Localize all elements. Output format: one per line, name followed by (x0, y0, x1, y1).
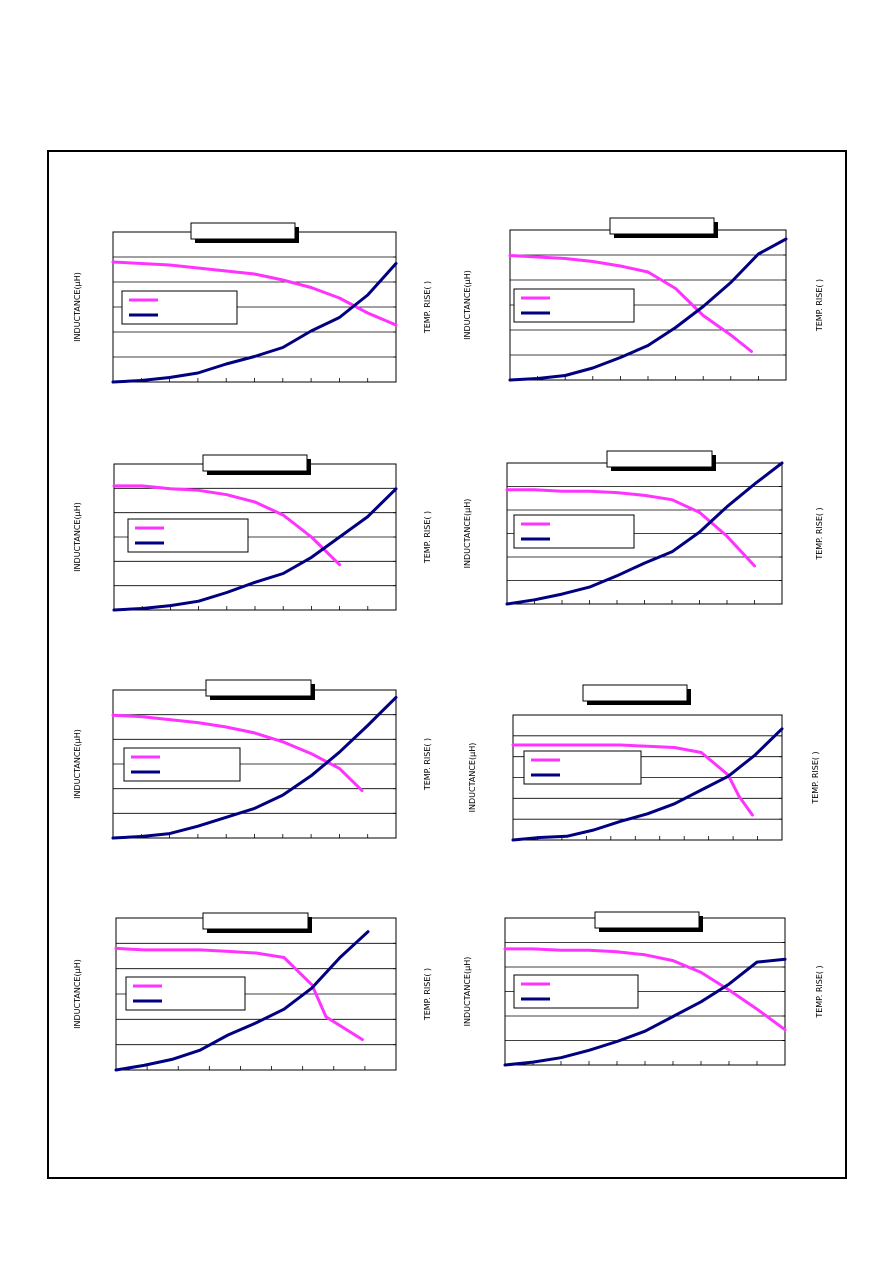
legend-box (513, 514, 635, 549)
y2-axis-label: TEMP. RISE( ) (815, 507, 824, 560)
temp-rise-line (503, 957, 787, 1067)
legend-box (123, 747, 241, 782)
legend-box (513, 288, 635, 323)
inductance-line (112, 484, 342, 567)
inductance-line (508, 254, 753, 353)
chart-1: INDUCTANCE(μH) TEMP. RISE( ) (73, 222, 432, 384)
figure-frame (47, 150, 847, 1179)
y2-axis-label: TEMP. RISE( ) (815, 279, 824, 332)
y-axis-label: INDUCTANCE(μH) (73, 502, 82, 572)
inductance-line (505, 488, 756, 568)
legend-box (125, 976, 246, 1011)
y-axis-label: INDUCTANCE(μH) (73, 729, 82, 799)
title-box (609, 217, 715, 235)
y-axis-label: INDUCTANCE(μH) (73, 959, 82, 1029)
chart-3: INDUCTANCE(μH) TEMP. RISE( ) (73, 454, 432, 612)
chart-6: INDUCTANCE(μH) TEMP. RISE( ) (468, 684, 820, 842)
temp-rise-line (511, 727, 784, 842)
y2-axis-label: TEMP. RISE( ) (423, 511, 432, 564)
temp-rise-line (111, 695, 398, 840)
y2-axis-label: TEMP. RISE( ) (811, 751, 820, 804)
y-axis-label: INDUCTANCE(μH) (73, 272, 82, 342)
chart-5: INDUCTANCE(μH) TEMP. RISE( ) (73, 679, 432, 840)
inductance-line (111, 713, 364, 793)
chart-8: INDUCTANCE(μH) TEMP. RISE( ) (463, 911, 824, 1067)
temp-rise-line (112, 487, 398, 612)
title-box (202, 912, 309, 930)
y2-axis-label: TEMP. RISE( ) (423, 738, 432, 791)
legend-box (513, 974, 639, 1009)
temp-rise-line (508, 237, 788, 382)
inductance-line (511, 743, 754, 817)
title-box (594, 911, 700, 929)
title-box (190, 222, 296, 240)
y-axis-label: INDUCTANCE(μH) (463, 957, 472, 1027)
y-axis-label: INDUCTANCE(μH) (468, 743, 477, 813)
y-axis-label: INDUCTANCE(μH) (463, 270, 472, 340)
y2-axis-label: TEMP. RISE( ) (815, 965, 824, 1018)
legend-box (523, 750, 642, 785)
y2-axis-label: TEMP. RISE( ) (423, 968, 432, 1021)
chart-7: INDUCTANCE(μH) TEMP. RISE( ) (73, 912, 432, 1072)
inductance-line (503, 947, 787, 1032)
chart-2: INDUCTANCE(μH) TEMP. RISE( ) (463, 217, 824, 382)
chart-4: INDUCTANCE(μH) TEMP. RISE( ) (463, 450, 824, 606)
title-box (582, 684, 688, 702)
temp-rise-line (114, 930, 370, 1072)
legend-box (127, 518, 249, 553)
inductance-line (111, 260, 398, 327)
legend-box (121, 290, 238, 325)
temp-rise-line (111, 262, 398, 384)
y-axis-label: INDUCTANCE(μH) (463, 499, 472, 569)
inductance-line (114, 946, 364, 1042)
title-box (202, 454, 308, 472)
title-box (205, 679, 312, 697)
temp-rise-line (505, 461, 784, 606)
title-box (606, 450, 713, 468)
y2-axis-label: TEMP. RISE( ) (423, 281, 432, 334)
